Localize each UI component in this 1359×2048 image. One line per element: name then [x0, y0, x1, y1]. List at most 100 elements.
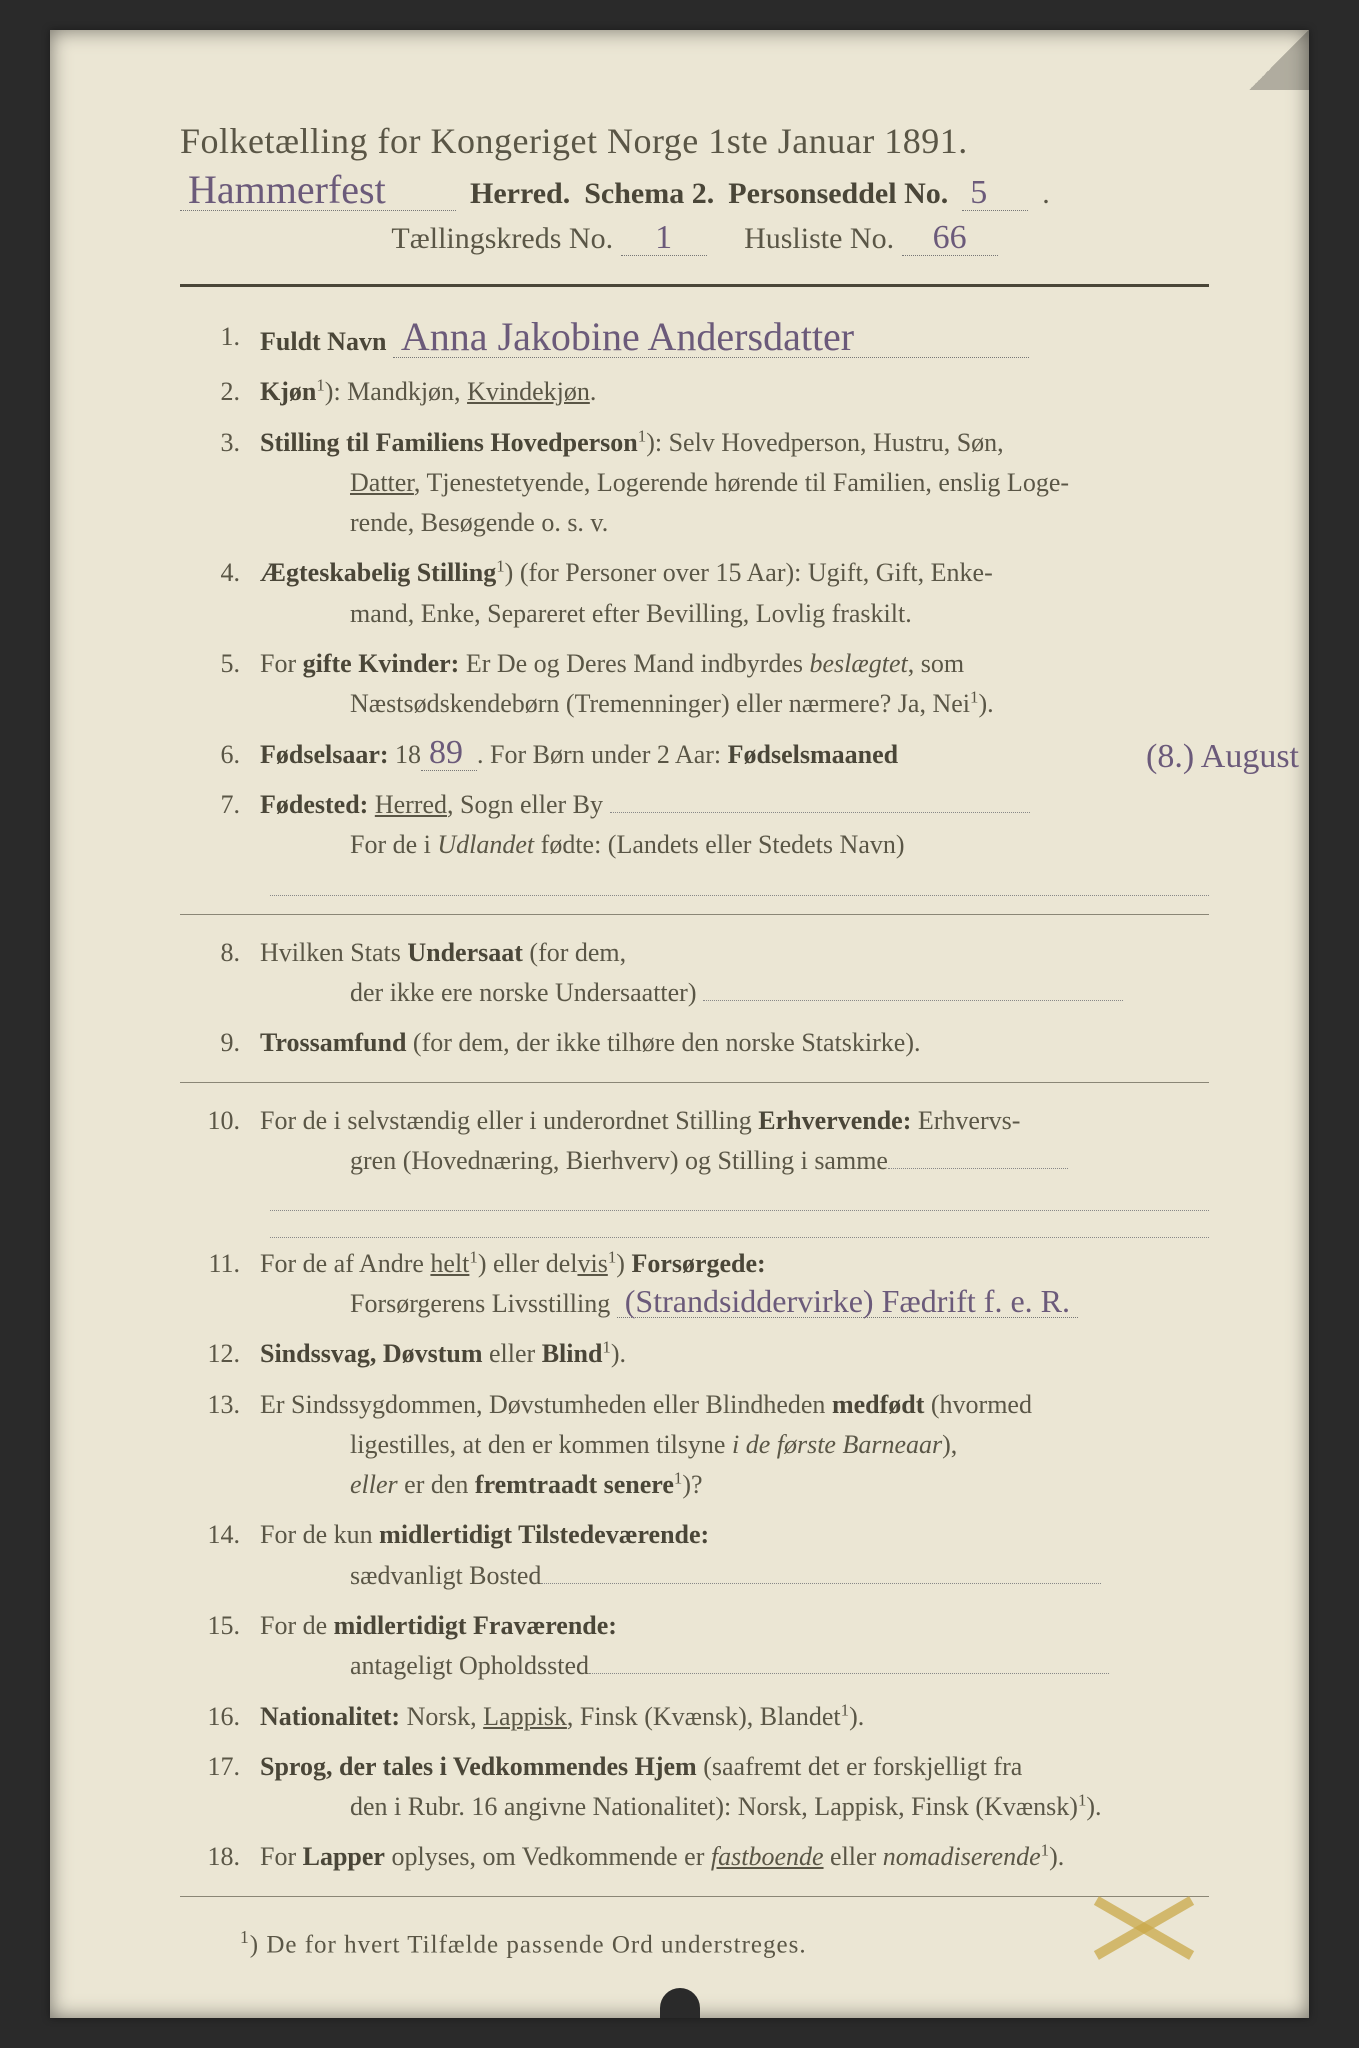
footnote-mark: 1 — [469, 1247, 477, 1266]
item-text: (for dem, — [523, 938, 626, 967]
divider-thin — [180, 914, 1209, 915]
item-label: Fødselsmaaned — [728, 740, 898, 769]
item-text: )? — [682, 1470, 702, 1499]
item-16: 16. Nationalitet: Norsk, Lappisk, Finsk … — [180, 1697, 1209, 1737]
item-label: medfødt — [832, 1390, 924, 1419]
item-7: 7. Fødested: Herred, Sogn eller By For d… — [180, 785, 1209, 866]
item-label: Undersaat — [407, 938, 523, 967]
item-2: 2. Kjøn1): Mandkjøn, Kvindekjøn. — [180, 372, 1209, 412]
item-label: Trossamfund — [260, 1028, 406, 1057]
item-label: Fødested: — [260, 790, 368, 819]
item-label: Fuldt Navn — [260, 327, 386, 356]
item-label: Ægteskabelig Stilling — [260, 558, 496, 587]
item-number: 13. — [180, 1385, 260, 1506]
item-12: 12. Sindssvag, Døvstum eller Blind1). — [180, 1334, 1209, 1374]
item-label: midlertidigt Fraværende: — [334, 1611, 617, 1640]
husliste-label: Husliste No. — [744, 222, 894, 255]
item-number: 15. — [180, 1606, 260, 1687]
item-text: er den — [398, 1470, 475, 1499]
item-text: fødte: (Landets eller Stedets Navn) — [534, 830, 904, 859]
item-text: ligestilles, at den er kommen tilsyne — [350, 1430, 732, 1459]
herred-label: Herred. — [470, 177, 570, 211]
tallingskreds-no-handwritten: 1 — [621, 221, 707, 256]
item-text: ) eller del — [478, 1249, 578, 1278]
item-text: For de i selvstændig eller i underordnet… — [260, 1106, 758, 1135]
footnote-mark: 1 — [316, 376, 324, 395]
item-text: For — [260, 649, 303, 678]
form-items-list-3: 10. For de i selvstændig eller i underor… — [180, 1101, 1209, 1182]
footnote-mark: 1 — [638, 426, 646, 445]
item-text: ). — [1086, 1792, 1101, 1821]
footnote-mark: 1 — [841, 1700, 849, 1719]
item-number: 6. — [180, 735, 260, 775]
footnote-text: ) De for hvert Tilfælde passende Ord und… — [250, 1931, 807, 1958]
item-10: 10. For de i selvstændig eller i underor… — [180, 1101, 1209, 1182]
selected-option: Herred — [375, 790, 447, 819]
item-label: Blind — [542, 1339, 603, 1368]
item-text: . For Børn under 2 Aar: — [477, 740, 728, 769]
item-text: ), — [942, 1430, 957, 1459]
item-text: , Sogn eller By — [447, 790, 603, 819]
paper-tear — [660, 1988, 700, 2018]
item-text: (hvormed — [924, 1390, 1032, 1419]
item-text: eller — [824, 1842, 883, 1871]
form-items-list: 1. Fuldt Navn Anna Jakobine Andersdatter… — [180, 317, 1209, 866]
item-label: Stilling til Familiens Hovedperson — [260, 428, 638, 457]
item-text: . — [590, 377, 597, 406]
item-text: oplyses, om Vedkommende er — [385, 1842, 711, 1871]
item-text: gren (Hovednæring, Bierhverv) og Stillin… — [350, 1146, 888, 1175]
birthyear-handwritten: 89 — [421, 736, 477, 771]
item-text: den i Rubr. 16 angivne Nationalitet): No… — [350, 1792, 1078, 1821]
item-number: 9. — [180, 1023, 260, 1063]
item-3: 3. Stilling til Familiens Hovedperson1):… — [180, 423, 1209, 544]
divider-thin — [180, 1082, 1209, 1083]
item-5: 5. For gifte Kvinder: Er De og Deres Man… — [180, 644, 1209, 725]
form-subtitle-row2: Tællingskreds No. 1 Husliste No. 66 — [180, 221, 1209, 256]
item-label: fremtraadt senere — [475, 1470, 674, 1499]
item-text: Hvilken Stats — [260, 938, 407, 967]
item-text: Erhvervs- — [911, 1106, 1020, 1135]
divider-thin — [180, 1896, 1209, 1897]
item-14: 14. For de kun midlertidigt Tilstedevære… — [180, 1515, 1209, 1596]
item-label: Forsørgede: — [631, 1249, 765, 1278]
item-text: antageligt Opholdssted — [350, 1651, 589, 1680]
item-13: 13. Er Sindssygdommen, Døvstumheden elle… — [180, 1385, 1209, 1506]
form-title: Folketælling for Kongeriget Norge 1ste J… — [180, 120, 1209, 162]
item-text-italic: beslægtet — [810, 649, 908, 678]
item-text: (saafremt det er forskjelligt fra — [697, 1752, 1023, 1781]
personseddel-label: Personseddel No. — [728, 177, 948, 211]
item-text: Forsørgerens Livsstilling — [350, 1289, 610, 1318]
form-subtitle-row: Hammerfest Herred. Schema 2. Personsedde… — [180, 170, 1209, 211]
item-text: Norsk, — [400, 1702, 483, 1731]
item-text: Er Sindssygdommen, Døvstumheden eller Bl… — [260, 1390, 832, 1419]
item-number: 2. — [180, 372, 260, 412]
tallingskreds-label: Tællingskreds No. — [391, 222, 613, 255]
item-text: Næstsødskendebørn (Tremenninger) eller n… — [350, 689, 970, 718]
item-text-italic: nomadiserende — [883, 1842, 1041, 1871]
item-text: ): Selv Hovedperson, Hustru, Søn, — [646, 428, 1003, 457]
item-text: ): Mandkjøn, — [325, 377, 467, 406]
item-number: 3. — [180, 423, 260, 544]
birthmonth-handwritten: (8.) August — [1146, 731, 1299, 784]
item-text: rende, Besøgende o. s. v. — [260, 503, 1209, 543]
dotted-blank-line — [270, 876, 1209, 896]
item-label: Sprog, der tales i Vedkommendes Hjem — [260, 1752, 697, 1781]
item-number: 17. — [180, 1747, 260, 1828]
item-text: ) — [616, 1249, 631, 1278]
footnote-mark: 1 — [1041, 1841, 1049, 1860]
item-label: Lapper — [303, 1842, 385, 1871]
item-text-italic: i de første Barneaar — [732, 1430, 942, 1459]
footnote: 1) De for hvert Tilfælde passende Ord un… — [180, 1927, 1209, 1959]
personseddel-no-handwritten: 5 — [962, 176, 1028, 211]
item-number: 5. — [180, 644, 260, 725]
item-number: 18. — [180, 1837, 260, 1877]
item-text: ). — [849, 1702, 864, 1731]
selected-option: helt — [430, 1249, 469, 1278]
item-text: ). — [1049, 1842, 1064, 1871]
scan-background: Folketælling for Kongeriget Norge 1ste J… — [0, 0, 1359, 2048]
footnote-mark: 1 — [608, 1247, 616, 1266]
selected-option: Datter — [350, 468, 414, 497]
item-text: der ikke ere norske Undersaatter) — [350, 978, 697, 1007]
census-form-paper: Folketælling for Kongeriget Norge 1ste J… — [50, 30, 1309, 2018]
item-text: 18 — [389, 740, 422, 769]
